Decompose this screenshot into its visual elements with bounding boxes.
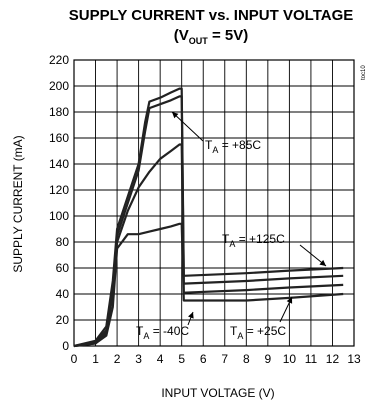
- chart-subtitle: (VOUT = 5V): [174, 27, 248, 46]
- label-ta-25-arrowhead: [286, 297, 293, 304]
- y-tick-label: 180: [49, 105, 69, 119]
- label-ta-minus40-subscript: A: [143, 331, 149, 341]
- side-label: toc10: [361, 65, 367, 80]
- x-tick-label: 0: [71, 352, 78, 366]
- label-ta-85-leader: [171, 111, 204, 142]
- x-tick-label: 11: [305, 352, 318, 366]
- y-tick-label: 20: [56, 313, 70, 327]
- label-ta-25-main: T: [230, 324, 238, 338]
- y-tick-label: 140: [49, 157, 69, 171]
- x-tick-label: 3: [135, 352, 142, 366]
- x-tick-label: 12: [326, 352, 340, 366]
- label-ta-25: TA = +25C: [230, 324, 286, 341]
- y-tick-label: 40: [56, 287, 70, 301]
- x-tick-label: 1: [92, 352, 99, 366]
- chart-title: SUPPLY CURRENT vs. INPUT VOLTAGE: [69, 7, 354, 24]
- y-tick-label: 100: [49, 209, 69, 223]
- x-tick-label: 13: [347, 352, 361, 366]
- curve-ta-minus40: [73, 222, 344, 348]
- x-tick-label: 4: [157, 352, 164, 366]
- x-tick-label: 5: [178, 352, 185, 366]
- chart-subtitle-close: = 5V): [208, 27, 248, 44]
- y-tick-label: 160: [49, 131, 69, 145]
- label-ta-85: TA = +85C: [205, 138, 261, 155]
- y-tick-label: 120: [49, 183, 69, 197]
- chart-subtitle-open: (V: [174, 27, 189, 44]
- x-tick-label: 10: [283, 352, 297, 366]
- label-ta-25-rest: = +25C: [243, 324, 286, 338]
- curves: [73, 87, 344, 348]
- label-ta-125-main: T: [222, 232, 230, 246]
- label-ta-125-subscript: A: [229, 239, 235, 249]
- x-tick-label: 8: [243, 352, 250, 366]
- label-ta-minus40-rest: = -40C: [149, 324, 189, 338]
- curve-ta-125: [73, 87, 344, 348]
- x-tick-label: 2: [114, 352, 121, 366]
- label-ta-minus40-main: T: [136, 324, 144, 338]
- x-tick-label: 7: [221, 352, 228, 366]
- y-tick-label: 80: [56, 235, 70, 249]
- label-ta-85-subscript: A: [212, 145, 218, 155]
- label-ta-85-main: T: [205, 138, 213, 152]
- y-tick-label: 220: [49, 53, 69, 67]
- grid: [73, 59, 355, 347]
- curve-ta-85: [73, 95, 344, 348]
- y-tick-label: 0: [62, 339, 69, 353]
- x-tick-label: 9: [265, 352, 272, 366]
- label-ta-125-rest: = +125C: [235, 232, 285, 246]
- label-ta-minus40: TA = -40C: [136, 324, 189, 341]
- y-tick-label: 200: [49, 79, 69, 93]
- x-tick-label: 6: [200, 352, 207, 366]
- y-axis-label: SUPPLY CURRENT (mA): [11, 135, 25, 272]
- y-tick-label: 60: [56, 261, 70, 275]
- curve-ta-25: [73, 143, 344, 348]
- plot-frame: [73, 59, 355, 347]
- ticks: 0 1 2 3 4 5 6 7 8 9 10 11 12 130204060801001201401601…: [49, 53, 361, 366]
- label-ta-25-subscript: A: [237, 331, 243, 341]
- label-ta-85-arrowhead: [172, 112, 179, 119]
- x-axis-label: INPUT VOLTAGE (V): [161, 386, 274, 400]
- chart-subtitle-subscript: OUT: [189, 36, 209, 46]
- label-ta-125: TA = +125C: [222, 232, 285, 249]
- label-ta-125-arrowhead: [319, 259, 326, 266]
- label-ta-85-rest: = +85C: [218, 138, 261, 152]
- label-ta-minus40-arrowhead: [188, 312, 194, 319]
